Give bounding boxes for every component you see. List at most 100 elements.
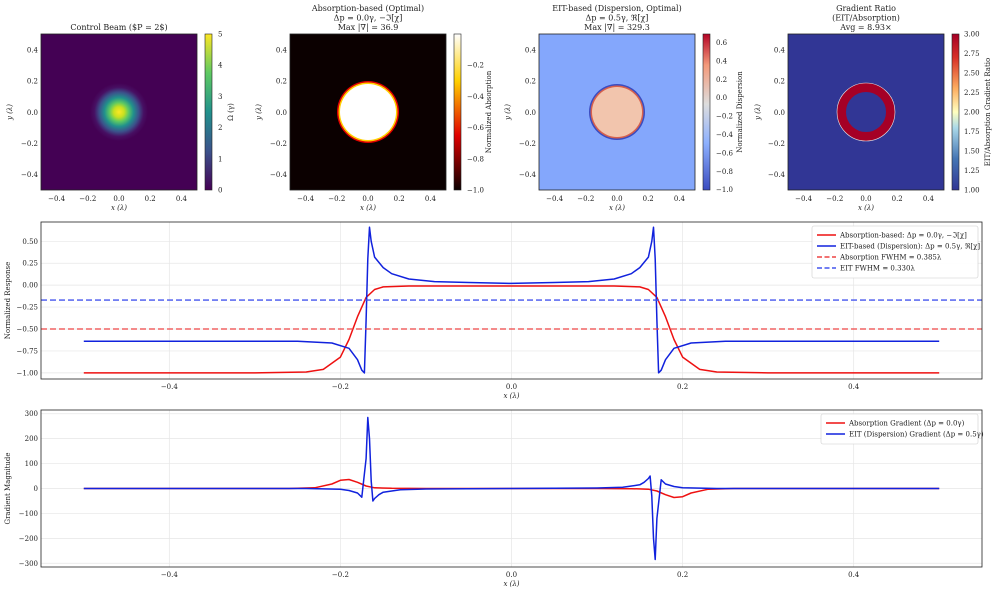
y-tick-label: −0.2 — [21, 140, 38, 148]
y-tick-label: 300 — [25, 410, 38, 418]
colorbar-tick: 2 — [218, 124, 222, 132]
colorbar-tick: 0.0 — [716, 94, 727, 102]
colorbar-tick: 0.6 — [716, 39, 728, 47]
y-axis-label: y (λ) — [754, 104, 762, 121]
legend-box — [811, 225, 979, 279]
x-ticks: −0.4 −0.2 0.0 0.2 0.4 — [546, 195, 685, 203]
panel-title: Control Beam ($P = 2$) — [70, 23, 167, 32]
colorbar-tick: 5 — [218, 31, 222, 39]
y-tick-label: −0.2 — [270, 140, 287, 148]
heatmap-panel-control-beam: Control Beam ($P = 2$) −0.4 −0.2 0.0 0.2… — [6, 23, 235, 212]
heatmap-panel-eit: EIT-based (Dispersion, Optimal) Δp = 0.5… — [504, 4, 744, 212]
y-tick-label: 0.25 — [22, 260, 38, 268]
panel-subtitle: Δp = 0.0γ, −ℑ[χ] — [334, 14, 403, 23]
legend-box — [820, 413, 979, 445]
y-tick-label: 0.4 — [774, 46, 786, 54]
colorbar-tick: 1.75 — [964, 128, 980, 136]
colorbar-tick: −0.8 — [467, 155, 484, 163]
series-line-1 — [83, 416, 940, 561]
x-axis-label: x (λ) — [111, 204, 127, 212]
colorbar-tick: −1.0 — [716, 186, 733, 194]
legend-label: Absorption FWHM = 0.385λ — [839, 254, 942, 262]
colorbar-label: Ω (γ) — [227, 103, 235, 121]
panel-title: Absorption-based (Optimal) — [311, 4, 424, 13]
absorption-disk — [340, 84, 396, 140]
colorbar-tick: −0.2 — [716, 113, 733, 121]
colorbar-tick: 2.75 — [964, 50, 980, 58]
y-tick-label: 0.4 — [525, 46, 537, 54]
x-tick-label: −0.4 — [161, 571, 179, 579]
ratio-annulus — [837, 83, 895, 141]
x-ticks: −0.4 −0.2 0.0 0.2 0.4 — [297, 195, 436, 203]
colorbar-tick: 0 — [218, 187, 222, 195]
x-tick-label: −0.4 — [48, 195, 66, 203]
x-tick-label: −0.2 — [577, 195, 594, 203]
x-tick-label: −0.2 — [328, 195, 345, 203]
colorbar-tick: −0.8 — [716, 168, 733, 176]
colorbar-tick: 1.50 — [964, 148, 980, 156]
legend-label: EIT-based (Dispersion): Δp = 0.5γ, ℜ[χ] — [840, 243, 980, 251]
x-tick-label: −0.2 — [332, 383, 349, 391]
y-tick-label: −100 — [19, 510, 38, 518]
panel-subtitle: (EIT/Absorption) — [832, 14, 900, 23]
colorbar-label: Normalized Dispersion — [736, 71, 744, 153]
colorbar-tick: 3 — [218, 93, 222, 101]
x-tick-label: −0.2 — [79, 195, 96, 203]
x-tick-label: −0.2 — [826, 195, 843, 203]
legend-label: Absorption Gradient (Δp = 0.0γ) — [848, 420, 965, 428]
x-axis-label: x (λ) — [503, 580, 519, 588]
y-tick-label: −0.50 — [17, 326, 38, 334]
y-tick-label: 0.0 — [276, 109, 287, 117]
dispersion-disk — [592, 87, 642, 137]
y-axis-label: y (λ) — [6, 104, 14, 121]
x-tick-label: 0.4 — [848, 383, 860, 391]
legend-label: Absorption-based: Δp = 0.0γ, −ℑ[χ] — [839, 232, 967, 240]
y-ticks: 0.4 0.2 0.0 −0.2 −0.4 — [21, 46, 39, 179]
colorbar — [951, 33, 960, 191]
annulus-edge — [836, 82, 896, 142]
colorbar-tick: 0.2 — [716, 76, 727, 84]
y-tick-label: 0.00 — [22, 282, 38, 290]
plot-frame — [40, 33, 198, 191]
x-tick-label: −0.2 — [332, 571, 349, 579]
x-tick-label: 0.4 — [176, 195, 188, 203]
y-axis-label: Normalized Response — [4, 262, 12, 339]
x-tick-label: 0.2 — [677, 383, 688, 391]
panel-subtitle: Δp = 0.5γ, ℜ[χ] — [586, 14, 649, 23]
y-ticks: 0.4 0.2 0.0 −0.2 −0.4 — [519, 46, 537, 179]
y-tick-label: −0.75 — [17, 347, 38, 355]
x-tick-label: 0.4 — [674, 195, 686, 203]
colorbar-ticks: 0.6 0.4 0.2 0.0 −0.2 −0.4 −0.6 −0.8 −1.0 — [716, 39, 734, 194]
colorbar-tick: 4 — [218, 62, 223, 70]
series-line-1 — [83, 226, 940, 374]
y-tick-label: 0.50 — [22, 238, 38, 246]
x-tick-label: −0.4 — [297, 195, 315, 203]
y-tick-label: −1.00 — [17, 369, 38, 377]
y-tick-label: −0.4 — [21, 171, 39, 179]
y-tick-label: −0.4 — [270, 171, 288, 179]
heatmap-panel-absorption: Absorption-based (Optimal) Δp = 0.0γ, −ℑ… — [255, 4, 493, 212]
plot-frame — [289, 33, 447, 191]
x-tick-label: 0.0 — [113, 195, 124, 203]
x-tick-label: 0.0 — [506, 571, 517, 579]
x-tick-label: 0.2 — [677, 571, 688, 579]
colorbar-tick: −0.6 — [467, 124, 485, 132]
plot-frame — [40, 221, 983, 380]
x-axis-label: x (λ) — [360, 204, 376, 212]
heatmap-background — [788, 34, 944, 190]
colorbar-ticks: −0.2 −0.4 −0.6 −0.8 −1.0 — [467, 62, 485, 195]
x-tick-label: 0.2 — [892, 195, 903, 203]
x-tick-label: −0.4 — [795, 195, 813, 203]
y-tick-label: 0.0 — [774, 109, 785, 117]
colorbar-tick: 1.00 — [964, 187, 980, 195]
x-tick-label: 0.4 — [848, 571, 860, 579]
panel-subtitle: Max |∇| = 36.9 — [338, 23, 399, 32]
y-tick-label: −0.25 — [17, 304, 38, 312]
colorbar-label: Normalized Absorption — [485, 70, 493, 153]
y-tick-label: 200 — [25, 435, 38, 443]
colorbar-tick: 2.00 — [964, 109, 980, 117]
heatmap-panel-gradient-ratio: Gradient Ratio (EIT/Absorption) Avg = 8.… — [754, 4, 992, 212]
x-axis-label: x (λ) — [503, 392, 519, 400]
colorbar-label: EIT/Absorption Gradient Ratio — [984, 58, 992, 166]
x-tick-label: −0.4 — [161, 383, 179, 391]
